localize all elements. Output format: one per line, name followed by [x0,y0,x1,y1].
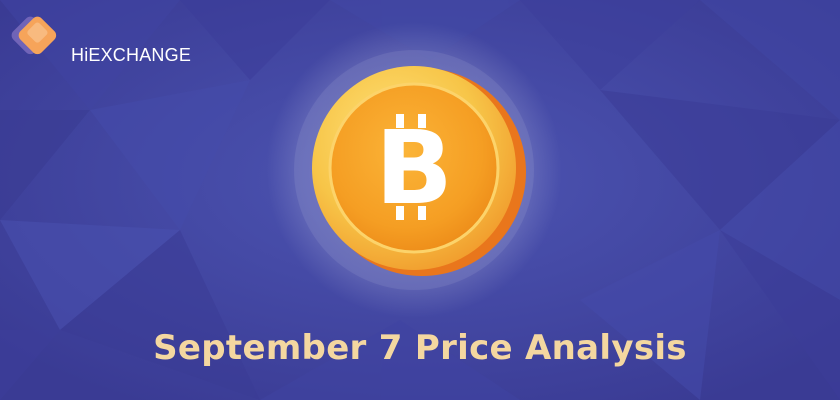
bitcoin-coin-icon: B [266,22,562,318]
brand-logo[interactable]: HiEXCHANGE [8,12,198,65]
bitcoin-symbol-stroke-bottom-right [418,206,426,220]
headline: September 7 Price Analysis [153,328,687,368]
bitcoin-symbol: B [375,109,453,228]
bitcoin-symbol-stroke-top-right [418,114,426,128]
bitcoin-symbol-stroke-top-left [396,114,404,128]
brand-name: HiEXCHANGE [71,45,192,65]
logo-mark-icon [11,16,57,55]
bitcoin-symbol-stroke-bottom-left [396,206,404,220]
